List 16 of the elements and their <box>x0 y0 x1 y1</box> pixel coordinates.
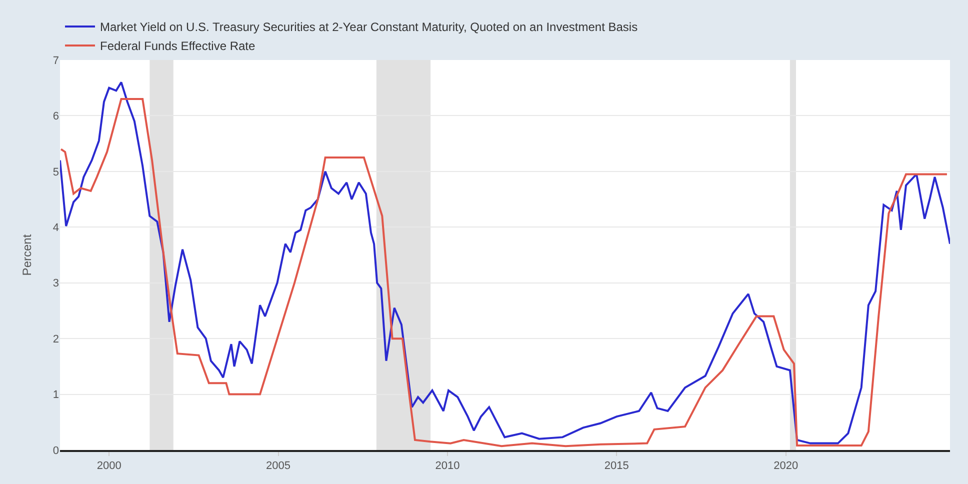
x-tick-label: 2010 <box>435 460 460 472</box>
y-tick-label: 6 <box>52 110 59 123</box>
y-tick-label: 3 <box>52 278 59 290</box>
legend-label: Market Yield on U.S. Treasury Securities at 2-Year Constant Maturity, Quoted on an Investment Basis <box>100 20 638 34</box>
y-tick-label: 7 <box>52 54 59 67</box>
legend-label: Federal Funds Effective Rate <box>100 39 256 54</box>
x-tick-label: 2020 <box>774 460 798 472</box>
y-tick-label: 1 <box>52 389 59 402</box>
x-tick-label: 2000 <box>96 460 122 472</box>
y-tick-label: 2 <box>52 333 59 346</box>
y-tick-label: 5 <box>52 166 59 178</box>
x-tick-label: 2005 <box>266 460 291 472</box>
y-tick-label: 4 <box>52 222 59 234</box>
y-tick-label: 0 <box>52 444 59 457</box>
x-tick-label: 2015 <box>604 460 629 472</box>
y-axis-title: Percent <box>20 234 34 276</box>
